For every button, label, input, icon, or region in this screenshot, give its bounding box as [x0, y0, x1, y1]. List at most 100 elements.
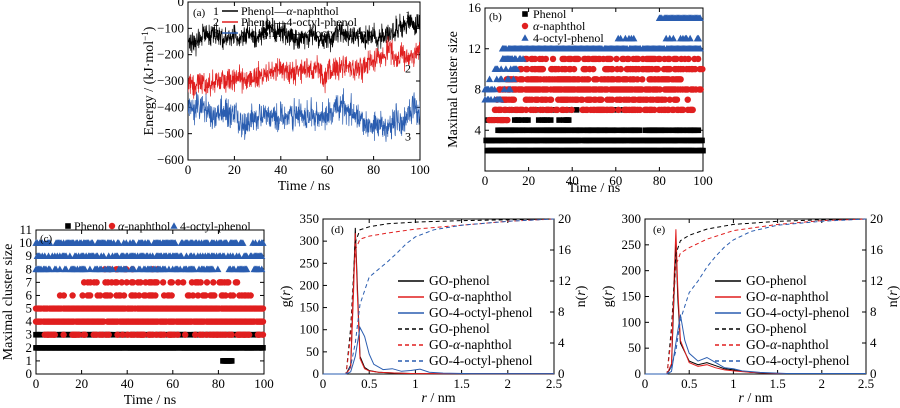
y-tick-label: 0: [178, 0, 185, 9]
legend-entry: GO-α-naphthol: [746, 289, 829, 304]
data-point: [593, 76, 600, 83]
data-point: [192, 331, 199, 338]
panel-label: (a): [193, 7, 206, 19]
data-point: [118, 279, 125, 286]
legend-entry-part: -naphthol: [247, 26, 294, 40]
x-tick-label: 1: [730, 376, 737, 391]
y-axis-label-part: ): [601, 285, 616, 290]
y-tick-label: 16: [468, 0, 482, 15]
y-axis-label: g(r): [279, 285, 294, 307]
legend-entry-part: 4-octyl-phenol: [305, 26, 376, 40]
x-tick-label-part: 0: [642, 376, 649, 391]
data-point: [518, 65, 525, 73]
x-tick-label-part: 2.5: [858, 376, 874, 391]
y-tick-label-part: 250: [300, 255, 320, 270]
legend-entry-part: 4-octyl-phenol: [286, 15, 357, 29]
panel-label: (b): [489, 11, 502, 23]
data-point: [500, 85, 508, 93]
legend-entry: GO-α-naphthol: [429, 289, 512, 304]
data-point: [519, 55, 527, 62]
data-point: [177, 252, 186, 259]
x-tick-label-part: 60: [166, 376, 179, 391]
data-point: [258, 252, 266, 259]
series-line-4: [323, 218, 555, 375]
data-point: [598, 96, 605, 103]
legend-entry: 4-octyl-phenol: [180, 219, 251, 233]
x-tick-label-part: 0: [33, 376, 40, 391]
legend-entry-part: α: [241, 26, 248, 40]
y-tick-label-part: 150: [300, 300, 320, 315]
series-line-2: [323, 233, 554, 375]
data-point: [69, 292, 76, 299]
data-point: [96, 292, 104, 299]
data-point: [490, 85, 499, 93]
data-point: [107, 292, 114, 299]
x-tick-label: 2.5: [858, 376, 874, 391]
data-point: [607, 55, 614, 63]
data-point: [661, 127, 668, 134]
y-tick-label-part: 0: [635, 366, 642, 381]
data-point: [699, 137, 705, 144]
data-point: [661, 96, 669, 103]
y2-tick-label-part: 16: [870, 242, 884, 257]
legend-marker: [521, 34, 529, 41]
y-tick-label: −500: [157, 126, 184, 141]
panel-e: 0 0.5 1 1.5 2 2.5050100150200250300048121620(…: [601, 211, 900, 406]
legend-entry-part: GO-: [746, 337, 770, 352]
x-tick-label-part: 20: [228, 162, 241, 177]
data-point: [515, 117, 522, 123]
data-point: [119, 331, 126, 338]
data-point: [531, 55, 539, 63]
x-tick-label-part: 100: [693, 173, 713, 188]
data-point: [66, 252, 74, 259]
x-tick-label-part: 1: [730, 376, 737, 391]
data-point: [565, 117, 572, 123]
legend-entry-part: 4-octyl-phenol: [533, 31, 604, 45]
series-line-3: [188, 88, 420, 142]
legend-number: 2: [213, 15, 219, 29]
y-tick-label: 4: [475, 122, 482, 137]
y-tick-label-part: 200: [622, 263, 642, 278]
legend-entry: GO-4-octyl-phenol: [429, 353, 533, 368]
y2-axis-label: n(r): [886, 285, 900, 307]
y-axis-label-part: Maximal cluster size: [446, 31, 461, 148]
data-point: [547, 117, 554, 123]
data-point: [636, 127, 643, 134]
legend-entry-part: α: [770, 289, 778, 304]
series-end-label-part: 1: [405, 8, 411, 22]
y-tick-label: −200: [157, 47, 184, 62]
y-axis-label-part: g(: [279, 295, 294, 307]
data-point: [210, 279, 217, 286]
data-point: [243, 265, 251, 273]
data-point: [123, 279, 130, 286]
data-point: [502, 65, 510, 72]
x-tick-label: 20: [75, 376, 88, 391]
y-axis-label-part: Maximal cluster size: [1, 244, 16, 361]
y2-tick-label-part: 0: [870, 366, 877, 381]
data-point: [656, 55, 663, 63]
x-tick-label: 1: [412, 376, 419, 391]
legend-entry: Phenol: [74, 219, 108, 233]
data-point: [563, 106, 571, 114]
data-point: [605, 127, 612, 134]
legend-marker: [521, 22, 529, 30]
y-tick-label-part: −300: [157, 73, 184, 88]
x-tick-label-part: 0.5: [681, 376, 697, 391]
y-tick-label: 11: [19, 222, 32, 237]
data-point: [509, 75, 518, 83]
y2-tick-label-part: 4: [558, 335, 565, 350]
legend-entry-part: α: [118, 219, 125, 233]
data-point: [656, 86, 664, 93]
data-point: [222, 292, 229, 299]
y2-tick-label-part: 12: [870, 273, 883, 288]
x-tick-label: 2: [819, 376, 826, 391]
x-tick-label: 60: [321, 162, 334, 177]
legend-entry-part: α: [286, 4, 293, 18]
y-tick-label-part: 100: [622, 314, 642, 329]
data-point: [519, 76, 526, 83]
data-point: [86, 265, 94, 273]
data-point: [696, 44, 704, 52]
x-tick-label: 40: [121, 376, 134, 391]
series-end-label-part: 3: [405, 129, 411, 143]
x-tick-label-part: 40: [121, 376, 134, 391]
